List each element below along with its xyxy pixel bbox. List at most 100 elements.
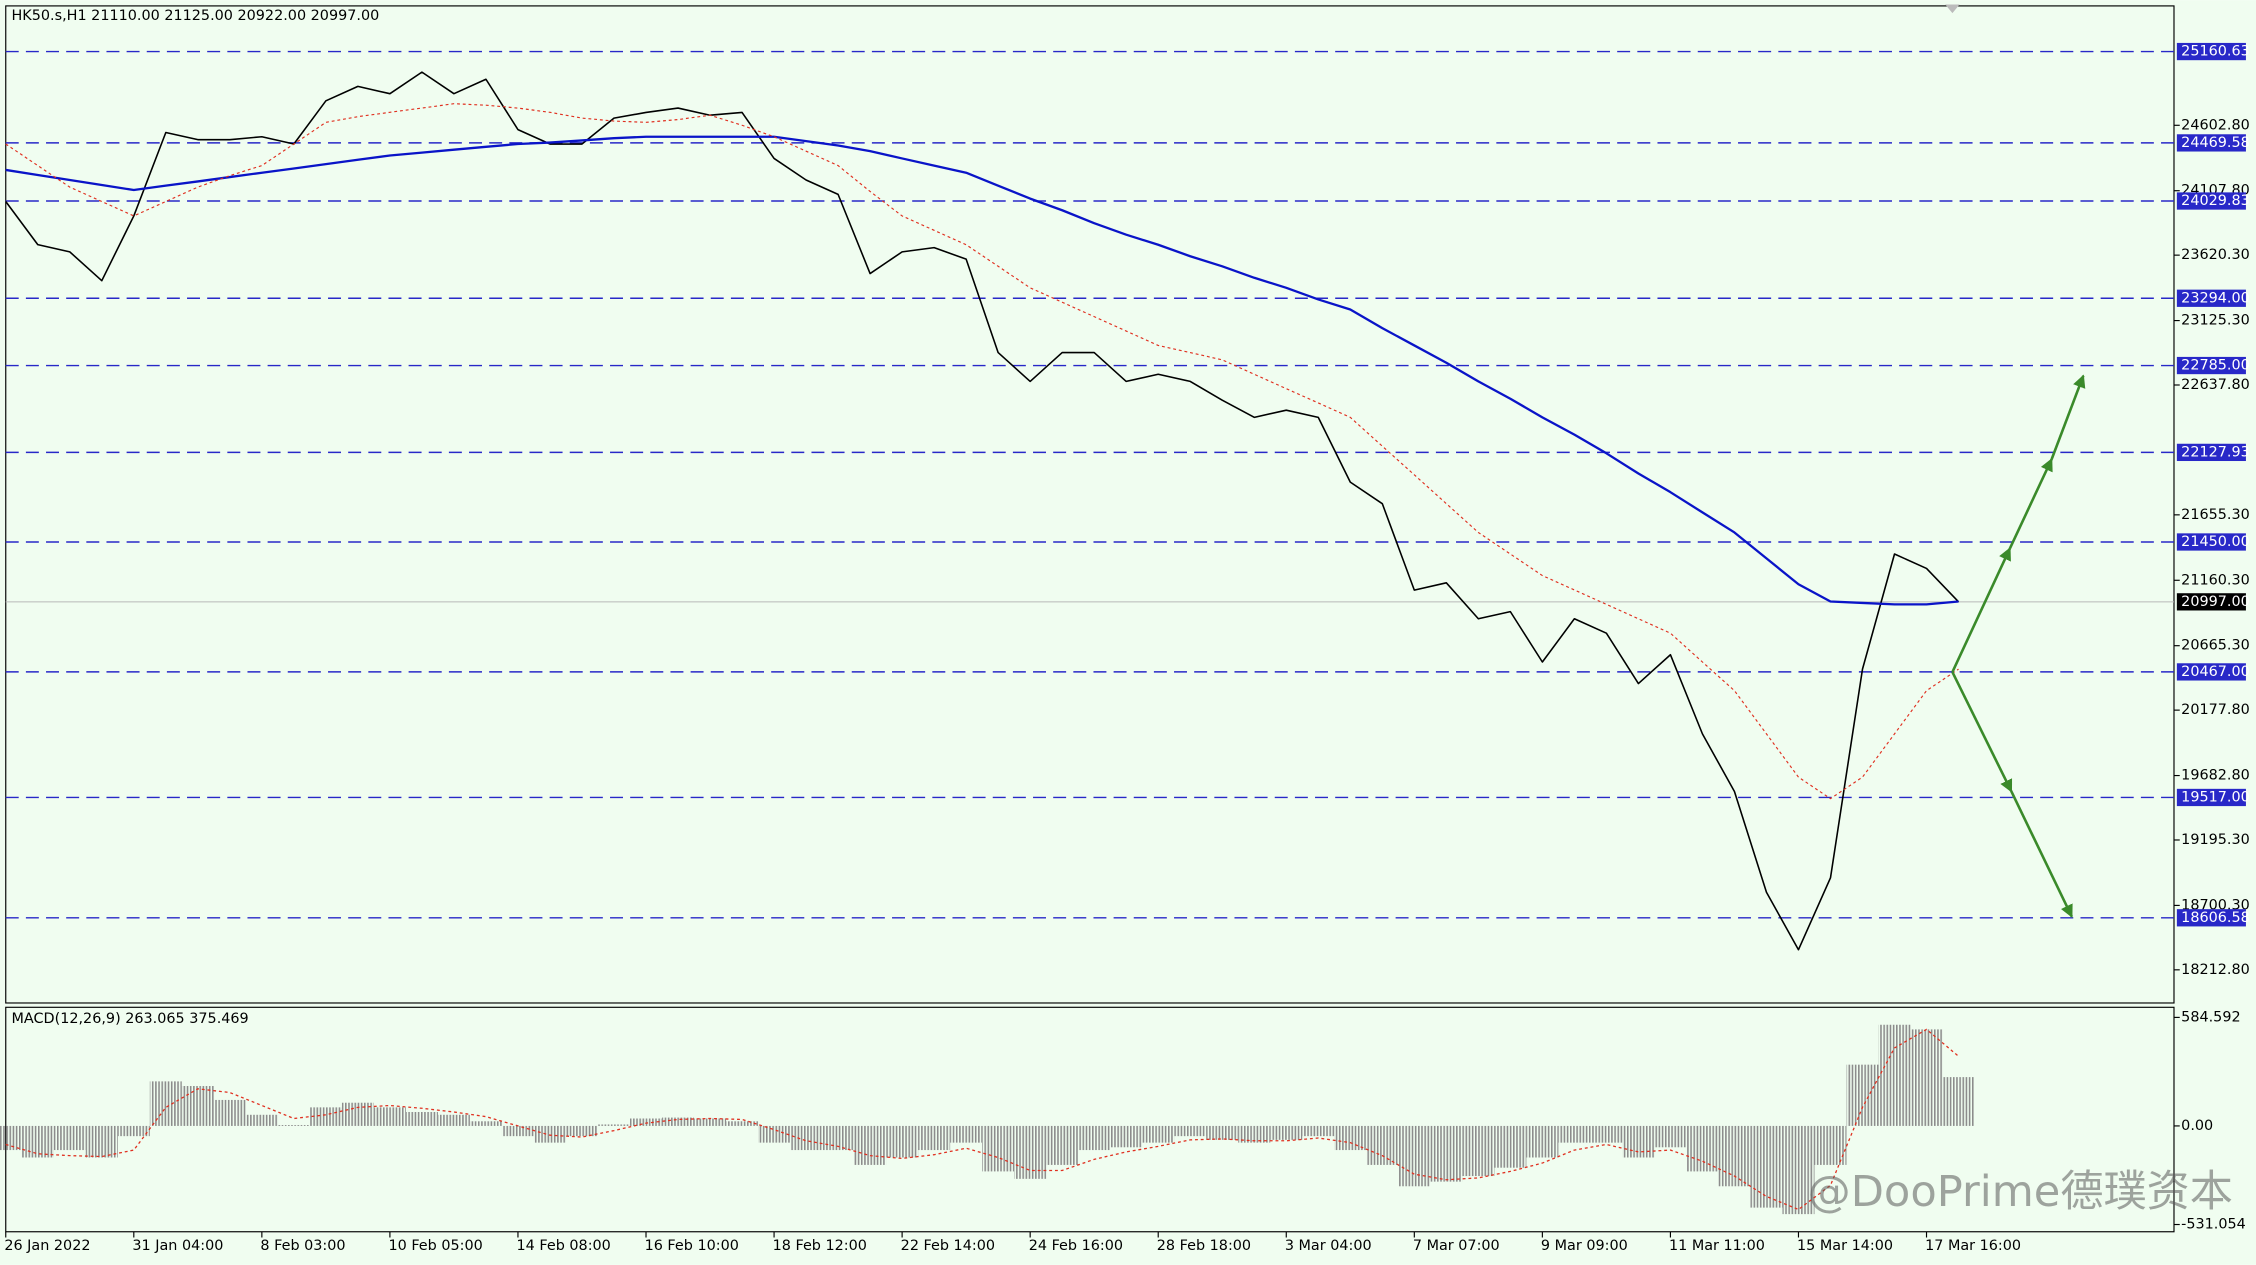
x-tick-label: 16 Feb 10:00 <box>645 1238 739 1254</box>
macd-bar <box>405 1112 438 1126</box>
y-tick-label: 21655.30 <box>2181 507 2250 523</box>
macd-bar <box>341 1102 374 1126</box>
x-tick-label: 22 Feb 14:00 <box>901 1238 995 1254</box>
macd-bar <box>1174 1125 1207 1137</box>
level-label: 18606.58 <box>2181 910 2250 926</box>
level-label-box <box>2176 909 2246 927</box>
macd-bar <box>309 1107 342 1126</box>
level-label: 22785.00 <box>2181 358 2250 374</box>
macd-bar <box>1558 1125 1591 1143</box>
macd-bar <box>758 1125 791 1143</box>
level-label-box <box>2176 663 2246 681</box>
macd-bar <box>1430 1125 1463 1182</box>
macd-bar <box>1142 1125 1175 1143</box>
macd-bar <box>918 1125 951 1151</box>
level-label: 23294.00 <box>2181 290 2250 306</box>
level-label: 25160.63 <box>2181 44 2250 60</box>
macd-bar <box>0 1125 22 1151</box>
macd-bar <box>1046 1125 1079 1165</box>
macd-bar <box>1622 1125 1655 1158</box>
level-label-box <box>2176 134 2246 152</box>
signal-line <box>5 1028 1959 1211</box>
y-tick-label: 19682.80 <box>2181 768 2250 784</box>
macd-bar <box>149 1081 182 1126</box>
plot-area: 24602.8024107.8023620.3023125.3022637.80… <box>0 42 2250 1254</box>
macd-bar <box>53 1125 86 1151</box>
x-tick-label: 24 Feb 16:00 <box>1029 1238 1123 1254</box>
watermark: @DooPrime德璞资本 <box>1808 1167 2233 1217</box>
x-tick-label: 26 Jan 2022 <box>4 1238 90 1254</box>
macd-bar <box>1910 1029 1943 1126</box>
forecast-arrows <box>1951 374 2086 918</box>
macd-bar <box>1206 1125 1239 1140</box>
level-label-box <box>2176 192 2246 210</box>
x-tick-label: 8 Feb 03:00 <box>260 1238 345 1254</box>
macd-bar <box>1398 1125 1431 1187</box>
level-label: 21450.00 <box>2181 534 2250 550</box>
level-label-box <box>2176 356 2246 375</box>
macd-bar <box>1654 1125 1687 1148</box>
price-line <box>5 71 1960 951</box>
macd-bar <box>533 1125 566 1143</box>
level-label: 24469.58 <box>2181 135 2250 151</box>
macd-bar <box>886 1125 919 1158</box>
macd-bar <box>469 1121 502 1126</box>
macd-bar <box>726 1121 759 1126</box>
y-tick-label: 20665.30 <box>2181 638 2250 654</box>
macd-bar <box>373 1107 406 1126</box>
macd-title: MACD(12,26,9) 263.065 375.469 <box>12 1011 249 1027</box>
macd-bar <box>1078 1125 1111 1151</box>
macd-bar <box>662 1117 695 1126</box>
macd-bar <box>181 1086 214 1126</box>
macd-panel <box>5 1006 2175 1233</box>
y-tick-label: 21160.30 <box>2181 572 2250 588</box>
macd-bar <box>694 1118 727 1126</box>
macd-bar <box>1750 1125 1783 1208</box>
y-tick-label: 20177.80 <box>2181 702 2250 718</box>
macd-bar <box>117 1125 150 1137</box>
y-tick-label: 23620.30 <box>2181 247 2250 263</box>
x-tick-label: 14 Feb 08:00 <box>517 1238 611 1254</box>
x-tick-label: 17 Mar 16:00 <box>1925 1238 2021 1254</box>
level-label-box <box>2176 533 2246 551</box>
main-panel <box>5 5 2175 1004</box>
macd-bar <box>1238 1125 1271 1143</box>
macd-bar <box>790 1125 823 1151</box>
macd-bar <box>1590 1125 1623 1143</box>
macd-bar <box>1526 1125 1559 1158</box>
y-tick-label: 19195.30 <box>2181 832 2250 848</box>
y-tick-label: 584.592 <box>2181 1009 2240 1025</box>
macd-bar <box>630 1118 663 1126</box>
scroll-marker <box>1945 4 1960 14</box>
level-label-box <box>2176 443 2246 462</box>
level-label-box <box>2176 788 2246 807</box>
macd-bar <box>1014 1125 1047 1179</box>
macd-bar <box>1366 1125 1399 1165</box>
macd-bar <box>213 1099 246 1126</box>
macd-bar <box>85 1125 118 1158</box>
y-tick-label: 22637.80 <box>2181 377 2250 393</box>
macd-bar <box>1110 1125 1143 1148</box>
level-label: 22127.93 <box>2181 444 2250 460</box>
chart-title: HK50.s,H1 21110.00 21125.00 20922.00 209… <box>12 8 380 24</box>
x-tick-label: 15 Mar 14:00 <box>1797 1238 1893 1254</box>
y-tick-label: 0.00 <box>2181 1118 2213 1134</box>
y-tick-label: 18212.80 <box>2181 962 2250 978</box>
macd-bar <box>245 1114 278 1126</box>
x-tick-label: 10 Feb 05:00 <box>388 1238 482 1254</box>
x-tick-label: 28 Feb 18:00 <box>1157 1238 1251 1254</box>
macd-bar <box>21 1125 54 1158</box>
macd-bar <box>1270 1125 1303 1140</box>
level-label: 24029.83 <box>2181 193 2250 209</box>
macd-bar <box>1942 1077 1975 1126</box>
x-tick-label: 9 Mar 09:00 <box>1541 1238 1628 1254</box>
y-tick-label: 24602.80 <box>2181 117 2250 133</box>
y-tick-label: -531.054 <box>2181 1217 2246 1233</box>
last-price-label: 20997.00 <box>2181 594 2250 610</box>
y-tick-label: 23125.30 <box>2181 313 2250 329</box>
macd-bar <box>1302 1125 1335 1137</box>
macd-bar <box>982 1125 1015 1172</box>
